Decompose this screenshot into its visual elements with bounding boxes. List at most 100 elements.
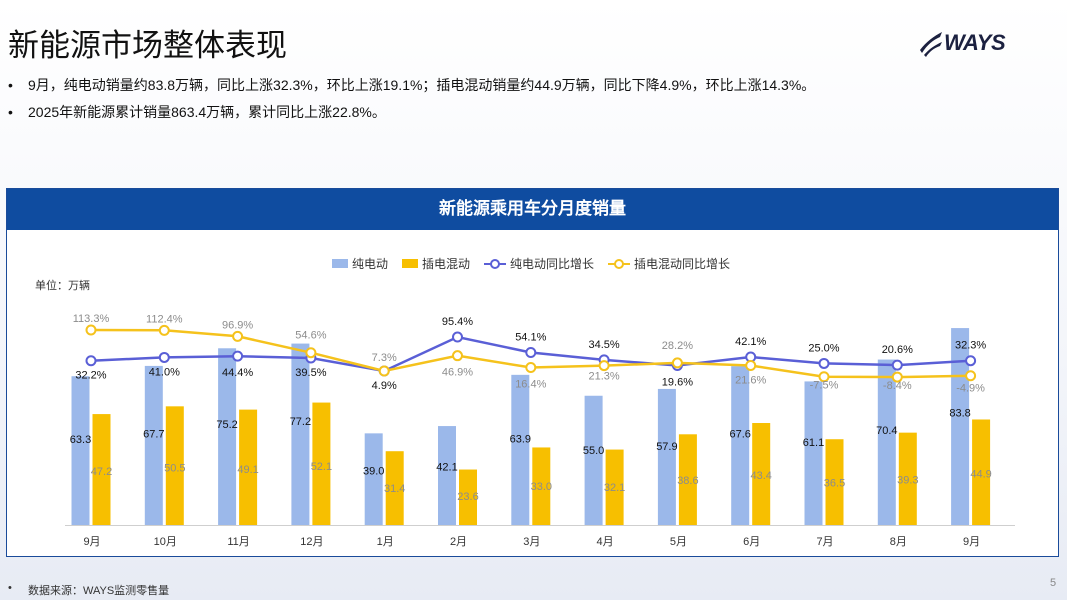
legend-swatch-phev: [402, 259, 419, 268]
bev-yoy-label: 34.5%: [588, 339, 619, 351]
bullet-text: 2025年新能源累计销量863.4万辆，累计同比上涨22.8%。: [28, 104, 386, 120]
bar-bev: [71, 376, 90, 525]
bev-yoy-point: [891, 359, 903, 371]
phev-yoy-point: [598, 360, 610, 372]
x-tick-label: 6月: [743, 536, 760, 548]
bev-yoy-label: 19.6%: [662, 376, 693, 388]
bev-yoy-point: [965, 355, 977, 367]
bar-label-bev: 63.9: [510, 433, 531, 445]
x-tick-label: 4月: [597, 536, 614, 548]
phev-yoy-label: -4.9%: [956, 383, 985, 395]
bar-label-bev: 63.3: [70, 434, 91, 446]
x-tick-label: 2月: [450, 536, 467, 548]
phev-yoy-point: [745, 359, 757, 371]
phev-yoy-label: -8.4%: [883, 380, 912, 392]
phev-yoy-point: [452, 350, 463, 362]
phev-yoy-label: 112.4%: [146, 313, 183, 325]
bar-label-phev: 38.6: [677, 475, 698, 487]
bar-bev: [291, 343, 310, 525]
bar-phev: [459, 469, 477, 525]
bar-bev: [511, 374, 530, 525]
bar-bev: [364, 433, 383, 525]
bullet-text: 9月，纯电动销量约83.8万辆，同比上涨32.3%，环比上涨19.1%；插电混动…: [28, 77, 816, 93]
bar-bev: [951, 328, 970, 525]
bar-label-bev: 42.1: [436, 462, 457, 474]
bar-bev: [218, 348, 237, 525]
bar-phev: [898, 432, 917, 525]
unit-label: 单位：万辆: [35, 280, 90, 292]
phev-yoy-label: 7.3%: [372, 352, 397, 364]
summary-bullet: • 9月，纯电动销量约83.8万辆，同比上涨32.3%，环比上涨19.1%；插电…: [8, 75, 815, 102]
phev-yoy-label: 54.6%: [295, 330, 326, 342]
bev-yoy-point: [158, 351, 170, 363]
bev-yoy-point: [85, 355, 97, 367]
chart-title: 新能源乘用车分月度销量: [7, 189, 1058, 230]
bar-label-phev: 43.4: [750, 470, 771, 482]
phev-yoy-label: -7.5%: [810, 380, 839, 392]
summary-bullets: • 9月，纯电动销量约83.8万辆，同比上涨32.3%，环比上涨19.1%；插电…: [8, 75, 815, 129]
bar-phev: [385, 451, 404, 525]
summary-bullet: • 2025年新能源累计销量863.4万辆，累计同比上涨22.8%。: [8, 102, 815, 129]
bar-label-bev: 55.0: [583, 445, 604, 457]
bev-yoy-point: [452, 331, 463, 343]
phev-yoy-point: [232, 330, 244, 342]
legend-swatch-phev-yoy: [608, 258, 631, 269]
phev-yoy-point: [158, 324, 170, 336]
legend-item-bev-yoy: 纯电动同比增长: [484, 255, 594, 272]
x-tick-label: 11月: [227, 536, 249, 548]
legend-swatch-bev-yoy: [484, 258, 507, 269]
bev-yoy-label: 32.2%: [75, 370, 106, 382]
phev-yoy-label: 21.6%: [735, 374, 766, 386]
legend-item-bev: 纯电动: [332, 255, 388, 272]
bar-label-phev: 44.9: [970, 469, 991, 481]
bar-phev: [165, 406, 184, 525]
bar-label-phev: 50.5: [164, 463, 185, 475]
bev-yoy-label: 20.6%: [882, 344, 913, 356]
bar-label-phev: 33.0: [531, 481, 552, 493]
bar-label-phev: 36.5: [824, 477, 845, 489]
legend-label: 纯电动同比增长: [510, 257, 595, 271]
bev-yoy-point: [525, 347, 537, 359]
bev-yoy-point: [818, 357, 830, 369]
bar-label-bev: 70.4: [876, 425, 897, 437]
logo-mark-icon: [920, 32, 942, 57]
bev-yoy-label: 4.9%: [372, 380, 397, 392]
bar-phev: [532, 447, 551, 525]
chart-panel: 新能源乘用车分月度销量 纯电动 插电混动 纯电动同比增长 插电混动同比增长 单位…: [6, 188, 1059, 557]
bar-bev: [438, 426, 456, 525]
legend-item-phev: 插电混动: [402, 255, 470, 272]
bar-label-bev: 39.0: [363, 466, 384, 478]
bar-bev: [731, 366, 750, 525]
legend-label: 纯电动: [352, 257, 389, 271]
phev-yoy-label: 96.9%: [222, 319, 253, 331]
x-tick-label: 3月: [523, 536, 540, 548]
bar-label-phev: 31.4: [384, 483, 405, 495]
bar-bev: [584, 395, 603, 525]
bar-bev: [144, 365, 163, 525]
phev-yoy-point: [305, 347, 317, 359]
phev-yoy-label: 28.2%: [662, 340, 693, 352]
x-tick-label: 9月: [83, 536, 100, 548]
x-tick-label: 10月: [154, 536, 177, 548]
bar-label-phev: 47.2: [91, 466, 112, 478]
legend-label: 插电混动同比增长: [634, 257, 731, 271]
phev-yoy-label: 113.3%: [73, 313, 110, 325]
bev-yoy-label: 39.5%: [295, 367, 326, 379]
sales-chart: 9月 10月 11月 12月 1月 2月 3月 4月 5月 6月 7月 8月 9月 63.3 47.2 67.…: [65, 313, 1015, 548]
bar-phev: [239, 409, 258, 525]
bar-phev: [605, 449, 624, 525]
bar-label-bev: 83.8: [949, 408, 970, 420]
phev-yoy-point: [85, 324, 97, 336]
bar-bev: [804, 381, 823, 525]
bev-yoy-label: 95.4%: [442, 316, 473, 328]
bar-label-bev: 61.1: [803, 437, 824, 449]
x-tick-label: 1月: [377, 536, 394, 548]
logo-text: WAYS: [944, 30, 1006, 55]
bar-label-phev: 52.1: [311, 461, 332, 473]
bar-bev: [877, 359, 896, 525]
bar-phev: [678, 434, 697, 525]
phev-yoy-point: [671, 357, 683, 369]
phev-yoy-point: [965, 370, 977, 382]
legend-swatch-bev: [332, 259, 348, 268]
bar-phev: [752, 423, 771, 525]
